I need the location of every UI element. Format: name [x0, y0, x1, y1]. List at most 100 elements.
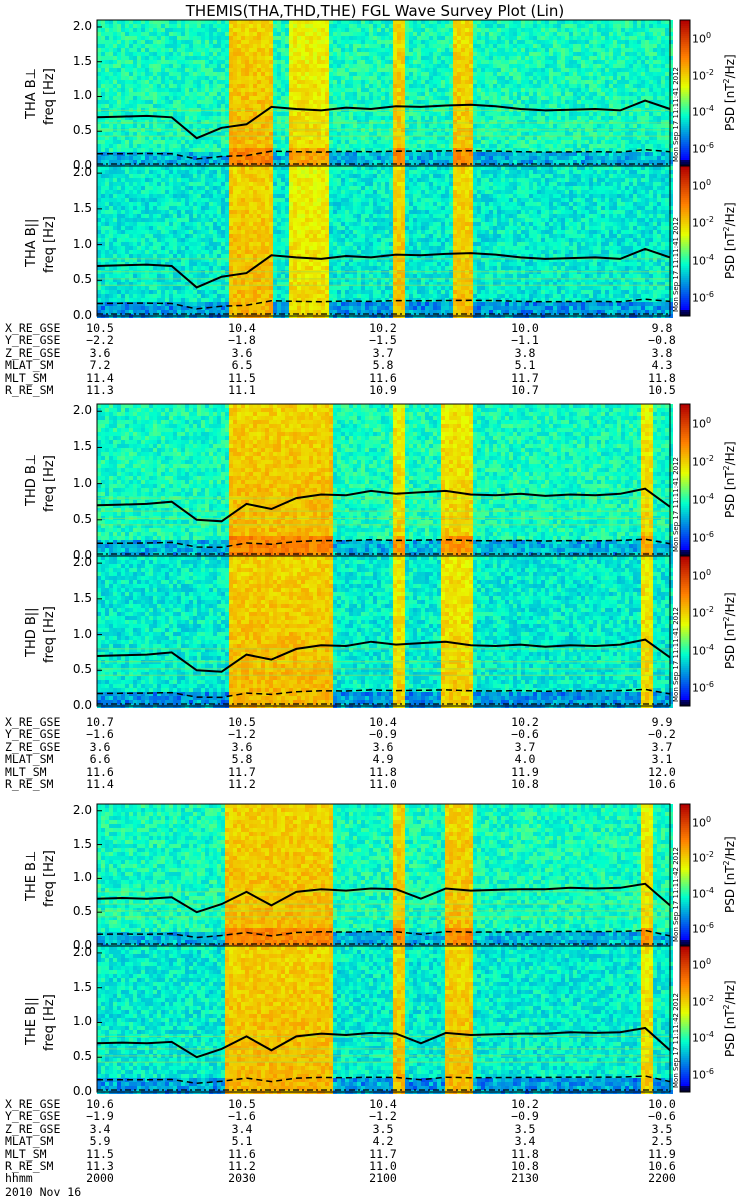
spectrogram-cell: [309, 48, 313, 52]
spectrogram-cell: [149, 120, 153, 124]
spectrogram-cell: [161, 24, 165, 28]
spectrogram-cell: [229, 132, 233, 136]
spectrogram-cell: [273, 68, 277, 72]
spectrogram-cell: [117, 52, 121, 56]
spectrogram-cell: [321, 100, 325, 104]
spectrogram-cell: [277, 80, 281, 84]
spectrogram-cell: [217, 32, 221, 36]
spectrogram-cell: [313, 96, 317, 100]
spectrogram-cell: [169, 48, 173, 52]
spectrogram-cell: [373, 32, 377, 36]
spectrogram-cell: [417, 60, 421, 64]
spectrogram-cell: [417, 68, 421, 72]
spectrogram-cell: [113, 92, 117, 96]
spectrogram-cell: [285, 28, 289, 32]
spectrogram-cell: [417, 56, 421, 60]
spectrogram-cell: [209, 120, 213, 124]
spectrogram-cell: [277, 68, 281, 72]
spectrogram-cell: [169, 124, 173, 128]
spectrogram-cell: [169, 140, 173, 144]
spectrogram-cell: [297, 88, 301, 92]
spectrogram-cell: [201, 48, 205, 52]
spectrogram-cell: [413, 28, 417, 32]
spectrogram-cell: [341, 56, 345, 60]
spectrogram-cell: [313, 40, 317, 44]
spectrogram-cell: [285, 132, 289, 136]
spectrogram-cell: [405, 36, 409, 40]
spectrogram-cell: [253, 112, 257, 116]
spectrogram-cell: [257, 132, 261, 136]
spectrogram-cell: [117, 48, 121, 52]
spectrogram-cell: [377, 44, 381, 48]
spectrogram-cell: [301, 44, 305, 48]
spectrogram-cell: [141, 56, 145, 60]
spectrogram-cell: [345, 56, 349, 60]
spectrogram-cell: [313, 144, 317, 148]
spectrogram-cell: [225, 20, 229, 24]
spectrogram-cell: [337, 156, 341, 160]
spectrogram-cell: [273, 80, 277, 84]
spectrogram-cell: [141, 76, 145, 80]
spectrogram-cell: [273, 76, 277, 80]
spectrogram-cell: [217, 120, 221, 124]
spectrogram-cell: [253, 24, 257, 28]
spectrogram-cell: [277, 88, 281, 92]
spectrogram-cell: [109, 52, 113, 56]
spectrogram-cell: [125, 60, 129, 64]
spectrogram-cell: [129, 92, 133, 96]
spectrogram-cell: [221, 40, 225, 44]
spectrogram-cell: [125, 48, 129, 52]
spectrogram-cell: [421, 40, 425, 44]
spectrogram-cell: [289, 80, 293, 84]
spectrogram-cell: [153, 144, 157, 148]
spectrogram-cell: [209, 52, 213, 56]
spectrogram-cell: [293, 80, 297, 84]
spectrogram-cell: [269, 24, 273, 28]
spectrogram-cell: [369, 64, 373, 68]
spectrogram-cell: [397, 32, 401, 36]
spectrogram-cell: [417, 36, 421, 40]
spectrogram-cell: [173, 144, 177, 148]
spectrogram-cell: [145, 124, 149, 128]
spectrogram-cell: [261, 120, 265, 124]
spectrogram-cell: [353, 84, 357, 88]
spectrogram-cell: [209, 104, 213, 108]
spectrogram-cell: [317, 92, 321, 96]
spectrogram-cell: [113, 40, 117, 44]
spectrogram-cell: [373, 56, 377, 60]
spectrogram-cell: [157, 100, 161, 104]
spectrogram-cell: [385, 64, 389, 68]
spectrogram-cell: [425, 56, 429, 60]
spectrogram-cell: [385, 80, 389, 84]
spectrogram-cell: [245, 64, 249, 68]
spectrogram-cell: [393, 144, 397, 148]
spectrogram-cell: [117, 100, 121, 104]
spectrogram-cell: [101, 140, 105, 144]
spectrogram-cell: [321, 76, 325, 80]
spectrogram-cell: [165, 52, 169, 56]
spectrogram-cell: [261, 104, 265, 108]
spectrogram-cell: [361, 120, 365, 124]
spectrogram-cell: [337, 140, 341, 144]
spectrogram-cell: [153, 80, 157, 84]
spectrogram-cell: [425, 40, 429, 44]
spectrogram-cell: [121, 88, 125, 92]
spectrogram-cell: [329, 92, 333, 96]
spectrogram-cell: [325, 112, 329, 116]
spectrogram-cell: [381, 120, 385, 124]
spectrogram-cell: [229, 60, 233, 64]
spectrogram-cell: [301, 152, 305, 156]
spectrogram-cell: [149, 132, 153, 136]
spectrogram-cell: [345, 124, 349, 128]
spectrogram-cell: [245, 20, 249, 24]
spectrogram-cell: [273, 48, 277, 52]
spectrogram-cell: [429, 92, 433, 96]
spectrogram-cell: [361, 112, 365, 116]
spectrogram-cell: [253, 96, 257, 100]
spectrogram-cell: [201, 32, 205, 36]
spectrogram-cell: [157, 76, 161, 80]
spectrogram-cell: [405, 124, 409, 128]
spectrogram-cell: [353, 68, 357, 72]
spectrogram-cell: [317, 124, 321, 128]
